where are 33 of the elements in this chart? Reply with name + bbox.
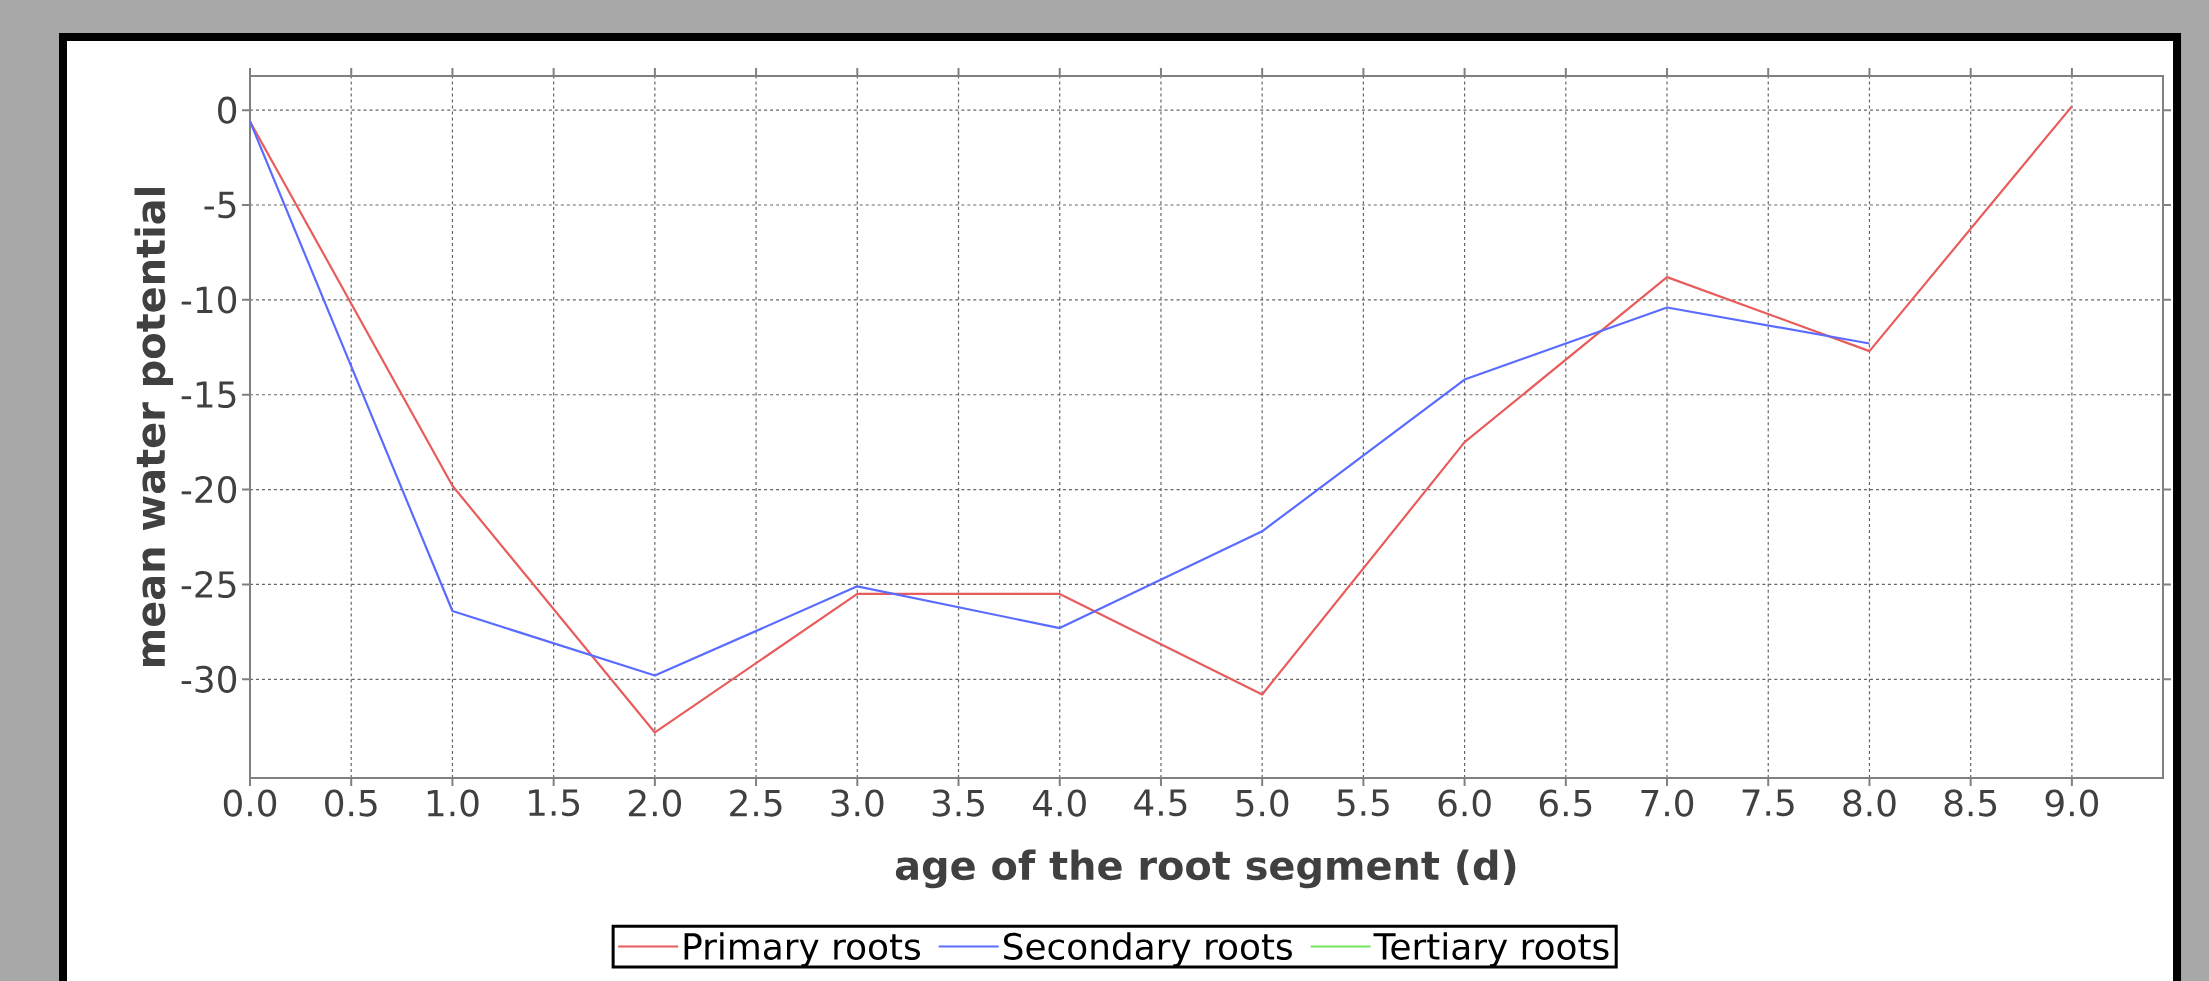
y-tick-label: -20 (181, 476, 237, 504)
x-tick-label: 8.5 (1944, 789, 1997, 817)
x-tick-label: 6.0 (1438, 789, 1491, 817)
x-tick-label: 7.0 (1641, 789, 1694, 817)
x-tick-label: 5.5 (1337, 789, 1389, 817)
x-tick-label: 5.0 (1236, 789, 1289, 817)
x-tick-label: 3.5 (932, 789, 984, 817)
line-series (250, 120, 1871, 677)
x-tick-label: 8.0 (1843, 789, 1896, 817)
legend-label: Primary roots (684, 932, 920, 967)
x-tick-label: 4.5 (1134, 789, 1187, 817)
x-tick-label: 9.0 (2045, 789, 2099, 817)
line-series (250, 105, 2073, 734)
y-tick-label: -15 (181, 381, 236, 409)
y-tick-label: -30 (181, 665, 237, 693)
y-tick-label: -10 (181, 286, 237, 314)
x-tick-label: 3.0 (831, 789, 884, 817)
x-tick-label: 1.5 (529, 789, 580, 817)
x-axis-title: age of the root segment (d) (895, 849, 1516, 889)
x-tick-label: 0.5 (325, 789, 377, 817)
x-tick-label: 6.5 (1539, 789, 1592, 817)
x-tick-label: 0.0 (223, 789, 277, 817)
x-tick-label: 2.0 (628, 789, 682, 817)
x-tick-label: 1.0 (427, 789, 479, 817)
x-tick-label: 4.0 (1032, 789, 1086, 817)
y-tick-label: 0 (218, 96, 237, 124)
y-tick-label: -5 (204, 191, 236, 219)
legend-label: Tertiary roots (1373, 932, 1609, 967)
x-tick-label: 7.5 (1742, 789, 1794, 817)
x-tick-label: 2.5 (730, 789, 782, 817)
y-tick-label: -25 (181, 570, 236, 599)
legend-label: Secondary roots (1004, 932, 1292, 967)
y-axis-title: mean water potential (134, 188, 174, 666)
